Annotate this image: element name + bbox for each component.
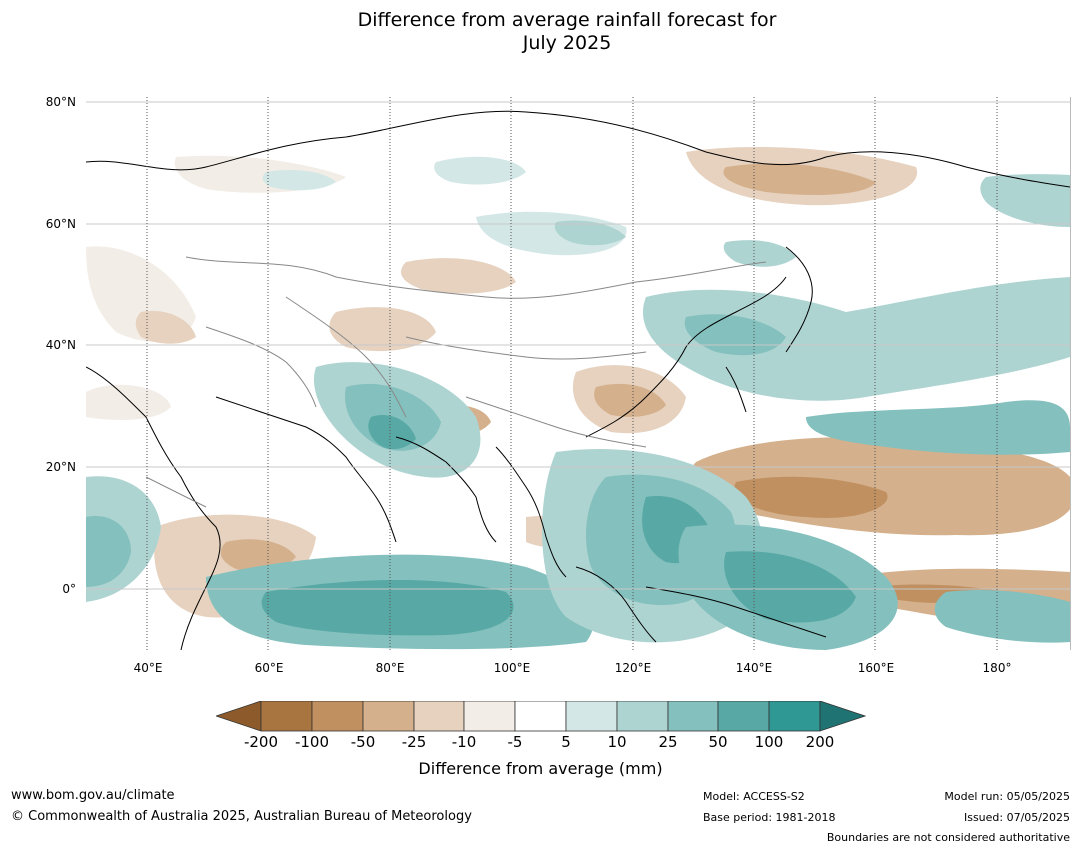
colorbar-bin (667, 701, 719, 732)
colorbar-bin (463, 701, 516, 732)
website-link[interactable]: www.bom.gov.au/climate (11, 788, 175, 803)
base-period: Base period: 1981-2018 (703, 811, 836, 824)
lon-label-140e: 140°E (735, 661, 773, 675)
colorbar-bin (362, 701, 415, 732)
colorbar-tick: 50 (708, 733, 728, 751)
colorbar-tick: -200 (243, 733, 279, 751)
colorbar-tick: 100 (754, 733, 784, 751)
lon-label-60e: 60°E (254, 661, 284, 675)
colorbar-bin (768, 701, 821, 732)
model-name: Model: ACCESS-S2 (703, 790, 805, 803)
colorbar-tick: -5 (507, 733, 523, 751)
colorbar-tick: -100 (294, 733, 330, 751)
lat-label-0: 0° (62, 582, 76, 596)
lat-label-20n: 20°N (45, 460, 76, 474)
lat-label-80n: 80°N (45, 95, 76, 109)
colorbar-bin (565, 701, 618, 732)
colorbar-tick: -10 (451, 733, 477, 751)
lat-label-40n: 40°N (45, 338, 76, 352)
coastlines (86, 110, 1070, 650)
model-run-date: Model run: 05/05/2025 (944, 790, 1070, 803)
colorbar-bin (260, 701, 313, 732)
colorbar-high-extend (819, 701, 866, 732)
colorbar-tick: 5 (561, 733, 571, 751)
colorbar-label: Difference from average (mm) (418, 759, 663, 778)
copyright-text: © Commonwealth of Australia 2025, Austra… (11, 809, 472, 824)
boundaries-disclaimer: Boundaries are not considered authoritat… (826, 831, 1070, 844)
colorbar-bin (413, 701, 465, 732)
lon-label-120e: 120°E (614, 661, 652, 675)
map-canvas (86, 97, 1070, 650)
colorbar-low-extend (216, 701, 262, 732)
lon-label-160e: 160°E (857, 661, 895, 675)
graticule-meridians (146, 97, 998, 650)
colorbar-tick: 25 (658, 733, 678, 751)
graticule-parallels (86, 101, 1070, 590)
colorbar-tick: -50 (350, 733, 376, 751)
lon-label-180: 180° (982, 661, 1012, 675)
title-line-1: Difference from average rainfall forecas… (357, 9, 777, 31)
issued-date: Issued: 07/05/2025 (963, 811, 1070, 824)
colorbar-bin (514, 701, 567, 732)
colorbar-tick: -25 (401, 733, 427, 751)
colorbar-tick: 10 (607, 733, 627, 751)
lon-label-80e: 80°E (375, 661, 405, 675)
colorbar-tick: 200 (805, 733, 835, 751)
chart-title: Difference from average rainfall forecas… (0, 9, 1081, 55)
colorbar-bin (311, 701, 364, 732)
lon-label-40e: 40°E (133, 661, 163, 675)
lat-label-60n: 60°N (45, 217, 76, 231)
colorbar (216, 701, 866, 732)
wet-anomaly-regions (86, 156, 1070, 650)
title-line-2: July 2025 (522, 32, 612, 54)
lon-label-100e: 100°E (493, 661, 531, 675)
colorbar-bin (717, 701, 770, 732)
rainfall-anomaly-map (86, 97, 1071, 650)
colorbar-bin (616, 701, 669, 732)
